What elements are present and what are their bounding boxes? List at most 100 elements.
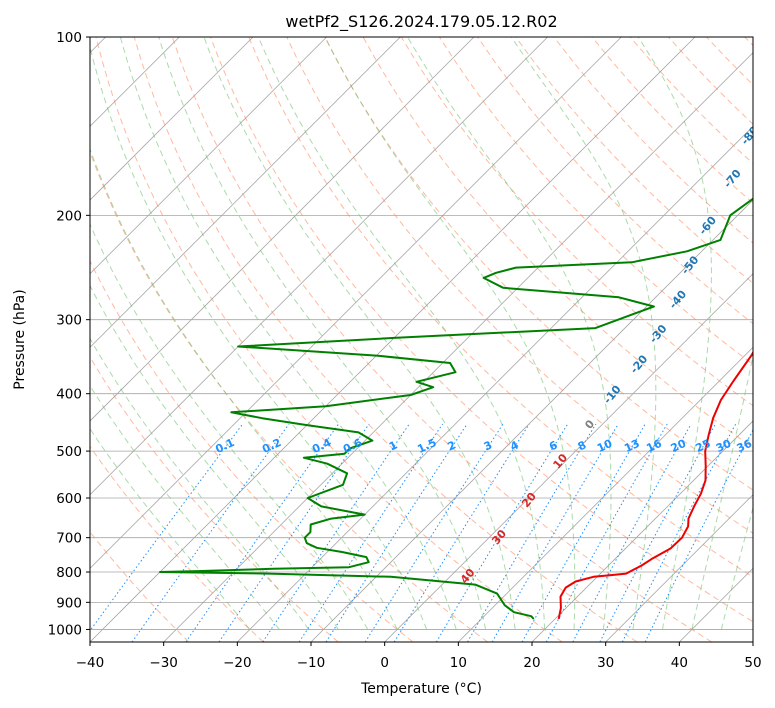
isotherm-line [163,52,753,642]
dry-adiabat-label: -70 [721,167,744,191]
dry-adiabat-label: -20 [628,352,651,376]
mixing-ratio-line [621,423,737,642]
isotherm-line [458,346,753,642]
mixing-ratio-line [572,423,692,642]
isotherm-line [90,37,327,275]
dry-adiabat-line [324,37,753,491]
mixing-ratio-label: 25 [693,437,712,455]
isotherm-line [90,37,696,642]
mixing-ratio-line [435,423,569,642]
isotherm-line [90,37,622,569]
plot-frame [89,36,754,643]
isotherm-line [752,641,753,642]
mixing-ratio-line [599,423,716,642]
x-tick-label: 20 [523,655,540,671]
moist-adiabat-line [90,337,310,630]
dry-adiabat-label: 10 [550,451,570,471]
y-tick-label: 400 [56,387,82,403]
moist-adiabat-line [90,384,280,630]
moist-adiabat-line [158,37,487,630]
background-lines [90,37,753,642]
dry-adiabat-line [133,37,638,642]
mixing-ratio-line [521,423,646,642]
x-tick-label: −10 [297,655,326,671]
mixing-ratio-line [467,423,597,642]
dry-adiabat-line [90,356,339,642]
y-tick-label: 700 [56,531,82,547]
mixing-ratio-label: 36 [735,437,755,455]
mixing-ratio-line [644,428,753,642]
mixing-ratio-label: 0.1 [213,436,236,456]
dry-adiabat-line [90,445,264,642]
y-axis: 1000 900 800 700 600 500 400 300 200 100 [48,30,90,638]
moist-adiabat-line [324,37,576,630]
dry-adiabat-label: -90 [759,74,775,98]
chart-title: wetPf2_S126.2024.179.05.12.R02 [285,12,557,32]
mixing-ratio-line [185,423,340,642]
mixing-ratio-line [218,423,370,642]
isotherm-line [605,494,753,642]
moist-adiabat-line [90,222,369,630]
dry-adiabat-label: 20 [519,490,539,510]
x-tick-label: 10 [450,655,467,671]
isotherm-line [384,273,753,642]
dry-adiabat-label: -50 [679,253,702,277]
mixing-ratio-label: 30 [714,437,734,455]
dry-adiabat-label: -80 [738,124,761,148]
dry-adiabat-label: -40 [667,288,690,312]
dry-adiabat-line [90,259,414,642]
mixing-ratio-line [393,423,530,642]
x-tick-label: −20 [223,655,252,671]
mixing-ratio-line [262,423,410,642]
dry-adiabat-line [171,37,712,642]
dry-adiabat-line [248,37,753,578]
moist-adiabat-line [510,37,657,630]
isotherm-line [90,37,548,496]
y-axis-title: Pressure (hPa) [12,289,28,389]
dry-adiabat-line [95,37,563,642]
dry-adiabat-label: -60 [696,214,719,238]
mixing-ratio-line [364,423,504,642]
y-tick-label: 500 [56,444,82,460]
x-tick-label: 50 [744,655,761,671]
dewpoint-line [159,197,753,620]
isotherm-line [531,420,753,642]
x-tick-label: −30 [149,655,178,671]
moist-adiabat-line [257,37,546,630]
moist-adiabat-line [637,37,712,630]
temperature-line [557,350,753,620]
moist-adiabat-line [90,147,398,630]
mixing-ratio-line [90,423,244,632]
mixing-ratio-label: 10 [595,437,615,455]
dry-adiabat-line [90,531,190,642]
pressure-grid-lines [90,37,753,630]
x-tick-label: −40 [76,655,105,671]
moist-adiabat-line [720,505,753,630]
dry-adiabat-label: 30 [489,527,509,547]
dry-adiabat-line [706,37,753,86]
isotherm-line [90,37,401,348]
dry-adiabat-line [477,37,753,325]
mixing-ratio-line [131,423,290,642]
dry-adiabat-line [515,37,753,284]
plot-area: 0.10.20.40.611.52346810131620253036-100-… [90,37,775,642]
x-tick-label: 30 [597,655,614,671]
isotherm-line [237,125,753,642]
dry-adiabat-line [286,37,753,534]
mixing-ratio-label: 13 [622,437,641,455]
mixing-ratio-line [325,423,468,642]
dry-adiabat-line [210,37,753,623]
moist-adiabat-line [90,284,339,630]
y-tick-label: 800 [56,565,82,581]
y-tick-label: 900 [56,595,82,611]
moist-adiabat-line [407,37,612,630]
y-tick-label: 300 [56,313,82,329]
dry-adiabat-line [668,37,753,125]
dry-adiabat-label: -10 [601,383,624,407]
y-tick-label: 100 [56,30,82,46]
moist-adiabat-line [119,37,457,630]
y-tick-label: 1000 [48,622,82,638]
mixing-ratio-label: 20 [669,437,689,455]
dry-adiabat-label: 0 [582,417,597,431]
